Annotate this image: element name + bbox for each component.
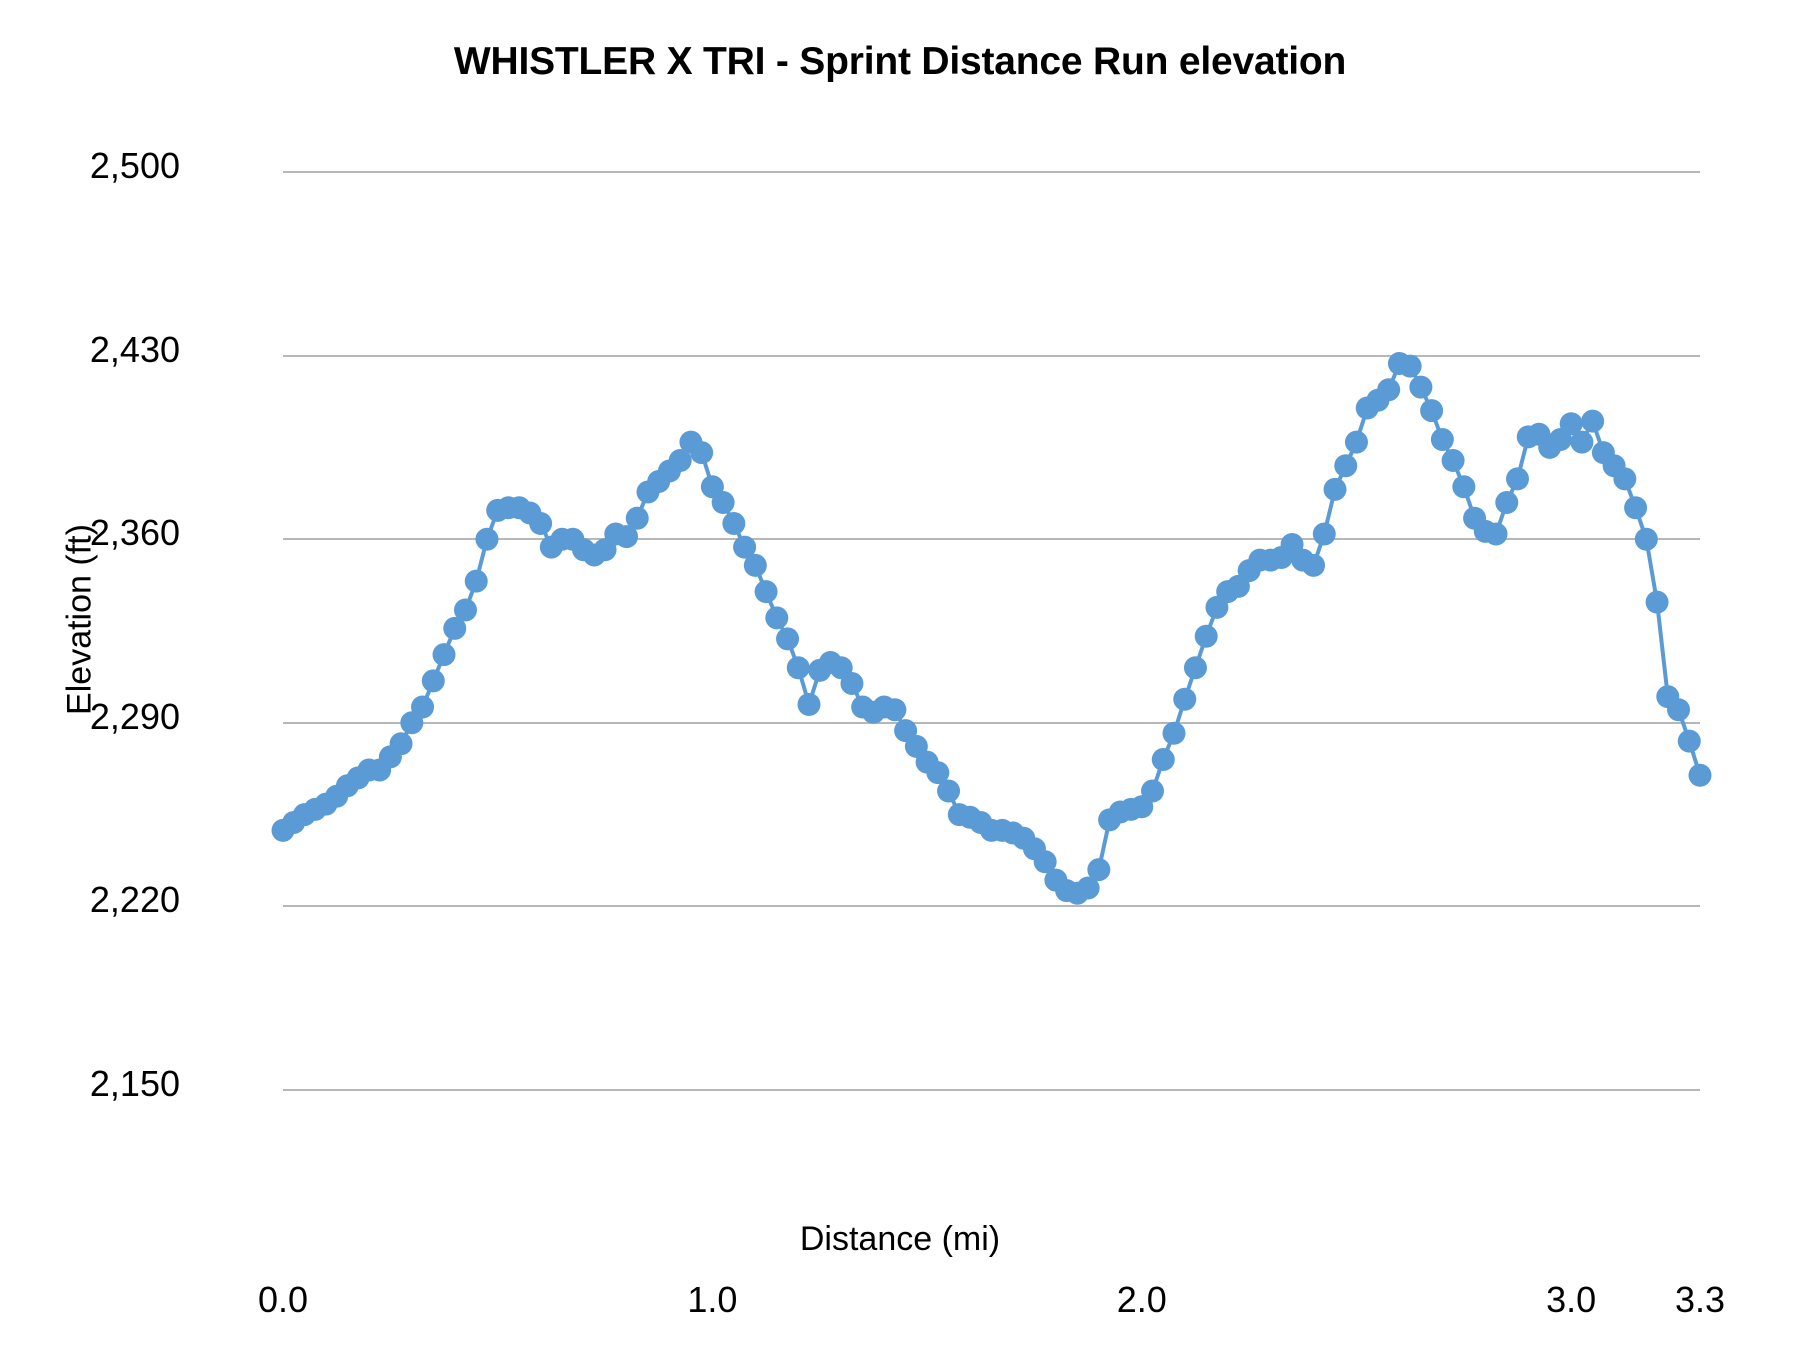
data-point xyxy=(1634,527,1658,551)
x-axis-tick-label: 2.0 xyxy=(1116,1279,1167,1320)
data-point xyxy=(668,449,692,473)
data-point xyxy=(389,732,413,756)
plot-area: 2,500 2,430 2,360 2,290 2,220 2,150 0.0 1.0 2.0… xyxy=(90,148,1725,1318)
data-point xyxy=(1141,779,1165,803)
data-point xyxy=(776,627,800,651)
y-axis-tick-label: 2,150 xyxy=(89,1063,180,1104)
data-point xyxy=(797,692,821,716)
data-point xyxy=(1430,428,1454,452)
data-point xyxy=(1495,490,1519,514)
data-point xyxy=(1162,721,1186,745)
data-point xyxy=(1677,729,1701,753)
data-point xyxy=(1302,553,1326,577)
x-axis-title: Distance (mi) xyxy=(799,1220,1001,1258)
data-point xyxy=(840,671,864,695)
data-point xyxy=(411,695,435,719)
data-point xyxy=(1667,698,1691,722)
data-point xyxy=(1323,477,1347,501)
data-point xyxy=(615,525,639,549)
data-point xyxy=(711,490,735,514)
data-point xyxy=(1420,399,1444,423)
data-point xyxy=(1334,454,1358,478)
data-point xyxy=(1087,858,1111,882)
data-point xyxy=(1484,522,1508,546)
data-point xyxy=(421,669,445,693)
data-point xyxy=(1194,624,1218,648)
data-point xyxy=(1645,590,1669,614)
data-point xyxy=(1173,687,1197,711)
data-point xyxy=(1452,475,1476,499)
x-axis-tick-label: 3.3 xyxy=(1674,1279,1726,1320)
gridline xyxy=(283,905,1700,908)
data-point xyxy=(464,569,488,593)
x-axis-tick-label: 1.0 xyxy=(687,1279,738,1320)
data-point xyxy=(625,506,649,530)
gridline xyxy=(283,1089,1700,1091)
data-point xyxy=(1506,467,1530,491)
data-point xyxy=(1613,467,1637,491)
data-point xyxy=(1688,763,1712,787)
data-point xyxy=(754,580,778,604)
series-line xyxy=(281,361,1702,896)
data-point xyxy=(1076,876,1100,900)
data-point xyxy=(926,761,950,785)
x-axis-tick-label: 3.0 xyxy=(1546,1279,1597,1320)
data-point xyxy=(1183,656,1207,680)
data-point xyxy=(786,656,810,680)
x-axis-tick-label: 0.0 xyxy=(257,1279,309,1320)
data-point xyxy=(529,511,553,535)
y-axis-tick-label: 2,430 xyxy=(89,328,180,370)
data-point xyxy=(690,441,714,465)
gridline xyxy=(283,538,1700,541)
data-point xyxy=(1151,748,1175,772)
y-axis-tick-label: 2,500 xyxy=(89,145,180,186)
data-point xyxy=(1344,430,1368,454)
data-point xyxy=(1570,430,1594,454)
elevation-series xyxy=(271,351,1712,905)
data-point xyxy=(765,606,789,630)
data-point xyxy=(1624,496,1648,520)
gridline xyxy=(283,721,1700,724)
y-axis-tick-label: 2,220 xyxy=(89,879,180,921)
data-point xyxy=(883,698,907,722)
data-point xyxy=(432,643,456,667)
data-point xyxy=(1377,378,1401,402)
data-point xyxy=(722,511,746,535)
data-point xyxy=(1441,449,1465,473)
gridline xyxy=(283,171,1700,173)
data-point xyxy=(1409,375,1433,399)
data-point xyxy=(1312,522,1336,546)
data-point xyxy=(1581,409,1605,433)
data-point xyxy=(1398,354,1422,378)
gridline xyxy=(283,354,1700,357)
y-axis-tick-label: 2,290 xyxy=(89,695,180,737)
data-point xyxy=(453,598,477,622)
data-point xyxy=(475,527,499,551)
data-point xyxy=(937,779,961,803)
y-axis-tick-label: 2,360 xyxy=(89,512,180,554)
data-point xyxy=(733,535,757,559)
data-point xyxy=(443,616,467,640)
data-point xyxy=(1559,412,1583,436)
data-point xyxy=(1033,850,1057,874)
data-point xyxy=(743,553,767,577)
page-title: WHISTLER X TRI - Sprint Distance Run ele… xyxy=(453,40,1347,83)
